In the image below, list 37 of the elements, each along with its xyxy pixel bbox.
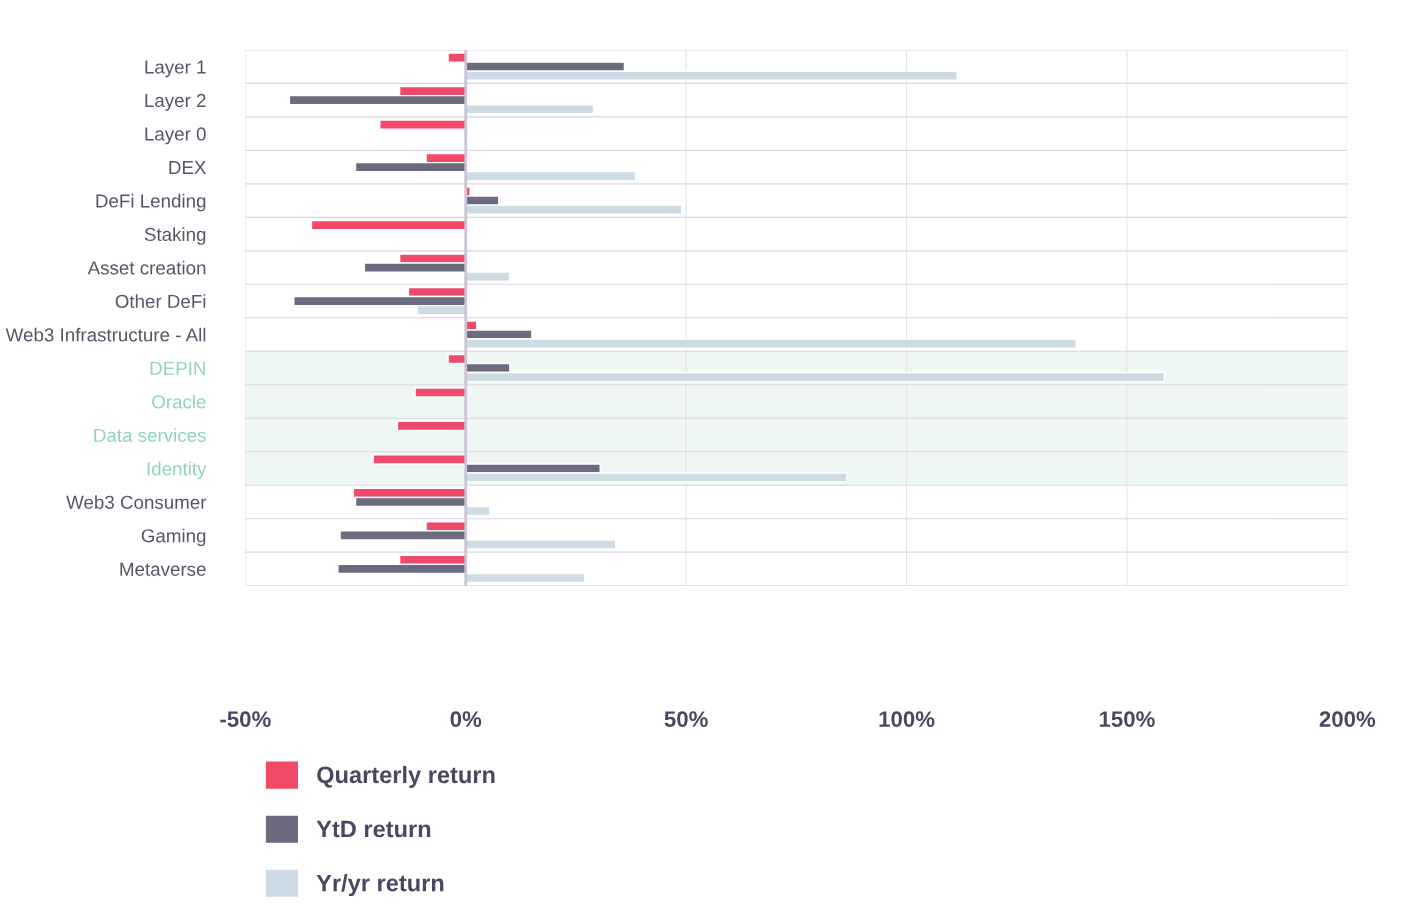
x-tick-label: 150% [1099,711,1155,727]
y-tick-label: Layer 0 [145,127,206,145]
x-tick-label: 0% [450,711,482,727]
legend-label: Quarterly return [317,765,495,788]
y-tick-label: Web3 Infrastructure - All [5,327,206,342]
y-tick-label: Layer 2 [145,93,206,111]
y-tick-label: Other DeFi [115,294,206,309]
y-tick-label: Layer 1 [145,60,206,78]
bar [414,387,467,398]
y-tick-label: Metaverse [120,562,206,576]
x-tick-label: -50% [220,711,271,727]
bar [465,505,491,517]
bar [372,454,467,465]
bar [310,219,467,231]
y-tick-label: DeFi Lending [96,193,206,212]
bar [396,420,467,432]
y-tick-label: DEX [169,161,207,174]
y-tick-label: Identity [147,461,207,480]
y-tick-label: Web3 Consumer [66,495,207,509]
x-tick-label: 200% [1319,711,1376,727]
bar [465,170,637,182]
y-tick-label: Asset creation [87,260,206,275]
legend-label: Yr/yr return [316,874,444,897]
bar [465,572,586,584]
y-tick-label: Data services [94,428,206,442]
bar [447,52,467,63]
y-tick-label: Oracle [152,394,206,409]
bar [465,271,511,282]
bar [465,103,595,115]
legend-label: YtD return [316,820,431,838]
bar [379,119,467,130]
x-tick-label: 100% [879,711,935,727]
y-tick-label: Gaming [141,528,206,547]
x-tick-label: 50% [664,711,708,727]
bar [465,539,617,550]
y-tick-label: DEPIN [150,361,205,375]
y-tick-label: Staking [144,227,206,245]
